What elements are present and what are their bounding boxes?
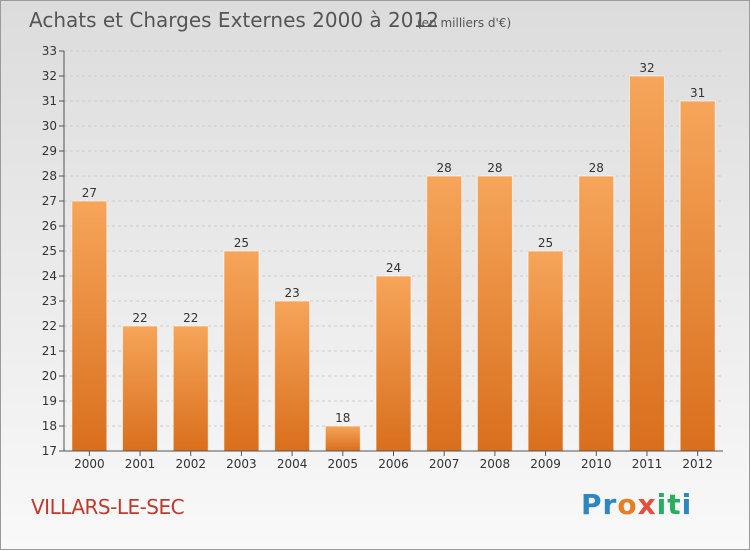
x-tick-label: 2005 <box>328 457 359 471</box>
y-tick-label: 33 <box>42 44 57 58</box>
bar-value-label: 23 <box>284 286 299 300</box>
logo-letter: o <box>617 488 638 521</box>
y-tick-label: 28 <box>42 169 57 183</box>
logo-letter: i <box>681 488 693 521</box>
logo-letter: x <box>637 488 657 521</box>
y-tick-label: 21 <box>42 344 57 358</box>
y-tick-label: 31 <box>42 94 57 108</box>
logo-letter: t <box>667 488 682 521</box>
bar-value-label: 28 <box>487 161 502 175</box>
location-name: VILLARS-LE-SEC <box>31 495 184 519</box>
bars: 27 22 22 25 23 18 24 28 28 25 28 32 31 <box>71 61 716 452</box>
y-tick-label: 25 <box>42 244 57 258</box>
bar-value-label: 25 <box>538 236 553 250</box>
x-tick-label: 2009 <box>530 457 561 471</box>
y-tick-label: 29 <box>42 144 57 158</box>
x-tick-label: 2010 <box>581 457 612 471</box>
bar-value-label: 28 <box>437 161 452 175</box>
x-tick-label: 2001 <box>125 457 156 471</box>
bar <box>527 250 564 452</box>
bar-value-label: 28 <box>589 161 604 175</box>
bar-value-label: 27 <box>82 186 97 200</box>
x-axis: 2000 2001 2002 2003 2004 2005 2006 2007 2008 2009… <box>64 450 723 471</box>
bar <box>274 300 311 452</box>
bar <box>679 100 716 452</box>
x-tick-label: 2004 <box>277 457 308 471</box>
bar <box>172 325 209 452</box>
logo-letter: P <box>581 488 603 521</box>
bar <box>426 175 463 452</box>
y-tick-label: 18 <box>42 419 57 433</box>
x-tick-label: 2012 <box>682 457 713 471</box>
y-tick-label: 30 <box>42 119 57 133</box>
y-tick-label: 23 <box>42 294 57 308</box>
bar-value-label: 25 <box>234 236 249 250</box>
proxiti-logo: Proxiti <box>581 488 692 521</box>
chart-unit: (en milliers d'€) <box>417 16 511 30</box>
x-tick-label: 2007 <box>429 457 460 471</box>
chart-title: Achats et Charges Externes 2000 à 2012 <box>29 8 439 32</box>
y-tick-label: 22 <box>42 319 57 333</box>
y-tick-label: 32 <box>42 69 57 83</box>
y-tick-label: 27 <box>42 194 57 208</box>
bar-value-label: 24 <box>386 261 401 275</box>
y-tick-label: 26 <box>42 219 57 233</box>
bar-value-label: 22 <box>132 311 147 325</box>
bar-value-label: 22 <box>183 311 198 325</box>
logo-letter: r <box>602 488 618 521</box>
bar-value-label: 18 <box>335 411 350 425</box>
x-tick-label: 2003 <box>226 457 257 471</box>
y-axis: 17 18 19 20 21 22 23 24 25 26 27 28 29 30 31 32 33 <box>42 44 65 458</box>
bar <box>375 275 412 452</box>
bar <box>578 175 615 452</box>
x-tick-label: 2006 <box>378 457 409 471</box>
bar-value-label: 32 <box>639 61 654 75</box>
logo-letter: i <box>656 488 668 521</box>
bar <box>476 175 513 452</box>
x-tick-label: 2002 <box>175 457 206 471</box>
y-tick-label: 17 <box>42 444 57 458</box>
x-tick-label: 2008 <box>480 457 511 471</box>
y-tick-label: 24 <box>42 269 57 283</box>
y-tick-label: 20 <box>42 369 57 383</box>
bar <box>628 75 665 452</box>
y-tick-label: 19 <box>42 394 57 408</box>
bar <box>122 325 159 452</box>
bar-value-label: 31 <box>690 86 705 100</box>
bar <box>324 425 361 452</box>
bar <box>71 200 108 452</box>
x-tick-label: 2000 <box>74 457 105 471</box>
bar <box>223 250 260 452</box>
x-tick-label: 2011 <box>632 457 663 471</box>
